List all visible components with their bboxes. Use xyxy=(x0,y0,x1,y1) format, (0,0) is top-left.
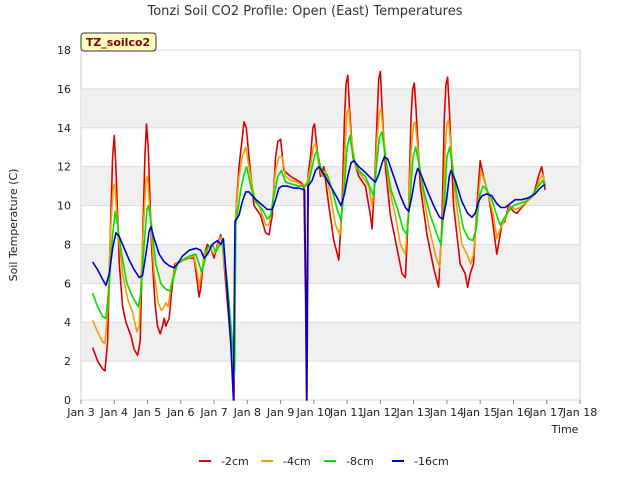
x-axis: Jan 3 Jan 4 Jan 5 Jan 6 Jan 7 Jan 8 Jan 9 Jan 1… xyxy=(66,400,597,419)
x-tick-label: Jan 7 xyxy=(199,406,227,419)
grid-band xyxy=(81,322,580,362)
chart-title: Tonzi Soil CO2 Profile: Open (East) Temp… xyxy=(146,4,462,19)
y-tick-label: 18 xyxy=(57,44,71,57)
badge-box xyxy=(80,32,157,52)
x-tick-label: Jan 6 xyxy=(166,406,194,419)
x-tick-label: Jan 3 xyxy=(66,406,94,419)
grid-band xyxy=(81,88,580,128)
y-axis-label: Soil Temperature (C) xyxy=(7,169,20,282)
legend-entry: -4cm xyxy=(283,455,311,468)
badge-label: TZ_soilco2 xyxy=(86,36,150,49)
x-tick-label: Jan 12 xyxy=(362,406,397,419)
series-line-16cmcm xyxy=(91,156,546,401)
x-tick-label: Jan 5 xyxy=(133,406,161,419)
y-tick-label: 2 xyxy=(64,355,71,368)
legend-entry: -8cm xyxy=(346,455,374,468)
x-tick-label: Jan 8 xyxy=(233,406,261,419)
x-tick-label: Jan 4 xyxy=(100,406,128,419)
x-tick-label: Jan 11 xyxy=(329,406,364,419)
y-tick-label: 14 xyxy=(57,122,71,135)
grid-lines xyxy=(81,49,580,401)
grid-bands xyxy=(81,88,580,362)
x-tick-label: Jan 15 xyxy=(462,406,497,419)
y-tick-label: 4 xyxy=(64,316,71,329)
series-layer xyxy=(91,70,546,401)
x-tick-label: Jan 18 xyxy=(562,406,597,419)
x-axis-label: Time xyxy=(551,423,579,436)
y-tick-label: 10 xyxy=(57,200,71,213)
x-tick-label: Jan 9 xyxy=(266,406,294,419)
badge: TZ_soilco2 xyxy=(80,32,157,52)
legend: -2cm -4cm -8cm -16cm xyxy=(199,455,449,468)
y-tick-label: 6 xyxy=(64,277,71,290)
y-tick-label: 16 xyxy=(57,83,71,96)
series-line-4cmcm xyxy=(91,107,546,382)
x-tick-label: Jan 17 xyxy=(529,406,564,419)
legend-entry: -2cm xyxy=(221,455,249,468)
x-tick-label: Jan 14 xyxy=(429,406,464,419)
series-line-8cmcm xyxy=(91,130,546,372)
legend-entry: -16cm xyxy=(414,455,449,468)
y-tick-label: 12 xyxy=(57,161,71,174)
x-tick-label: Jan 13 xyxy=(395,406,430,419)
x-tick-label: Jan 10 xyxy=(296,406,331,419)
y-tick-label: 8 xyxy=(64,238,71,251)
y-tick-label: 0 xyxy=(64,394,71,407)
x-tick-label: Jan 16 xyxy=(495,406,530,419)
y-axis: 0 2 4 6 8 10 12 14 16 18 xyxy=(57,44,71,407)
